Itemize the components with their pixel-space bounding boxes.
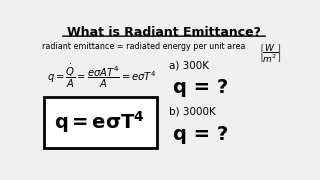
FancyBboxPatch shape xyxy=(44,97,156,148)
Text: $\mathbf{q = e\sigma T^4}$: $\mathbf{q = e\sigma T^4}$ xyxy=(54,109,145,135)
Text: radiant emittance = radiated energy per unit area: radiant emittance = radiated energy per … xyxy=(43,42,246,51)
Text: a) 300K: a) 300K xyxy=(169,60,209,70)
Text: q = ?: q = ? xyxy=(173,78,228,97)
Text: $q = \dfrac{\dot{Q}}{A} = \dfrac{e\sigma AT^4}{A} = e\sigma T^4$: $q = \dfrac{\dot{Q}}{A} = \dfrac{e\sigma… xyxy=(47,63,157,91)
Text: q = ?: q = ? xyxy=(173,125,228,144)
Text: b) 3000K: b) 3000K xyxy=(169,107,216,117)
Text: $\left[\dfrac{W}{m^2}\right]$: $\left[\dfrac{W}{m^2}\right]$ xyxy=(260,43,282,65)
Text: What is Radiant Emittance?: What is Radiant Emittance? xyxy=(67,26,261,39)
